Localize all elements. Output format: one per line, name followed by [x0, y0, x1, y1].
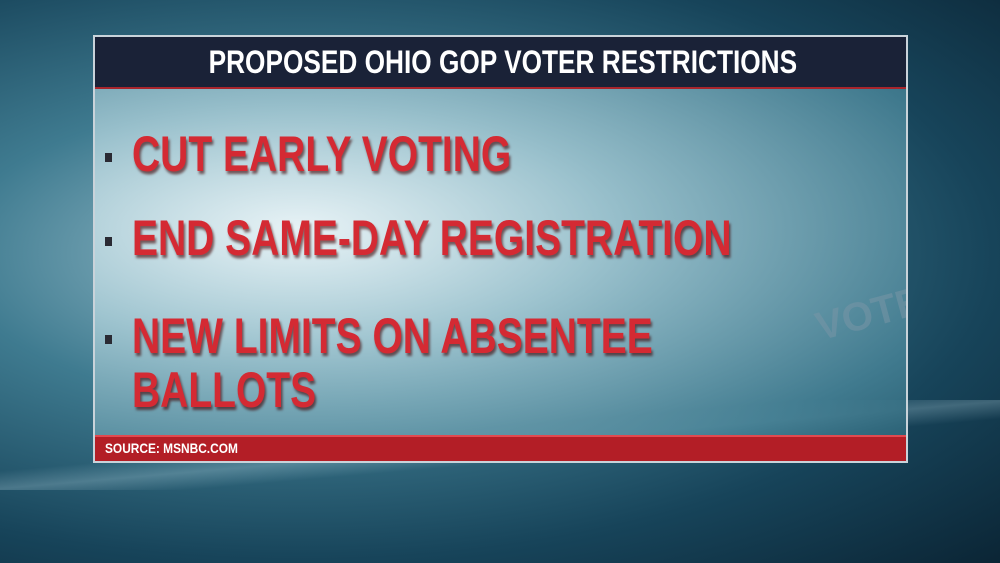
ballot-box-watermark: VOTE — [811, 278, 908, 350]
source-bar: SOURCE: MSNBC.COM — [95, 435, 906, 461]
bullet-text: END SAME-DAY REGISTRATION — [132, 210, 732, 266]
bullet-item: END SAME-DAY REGISTRATION — [105, 211, 901, 265]
bullet-icon — [105, 237, 112, 246]
bullet-text: NEW LIMITS ON ABSENTEE — [132, 308, 653, 364]
bullet-icon — [105, 153, 112, 162]
bullet-item: CUT EARLY VOTING — [105, 127, 618, 181]
graphic-header: PROPOSED OHIO GOP VOTER RESTRICTIONS — [95, 37, 906, 89]
source-text: SOURCE: MSNBC.COM — [105, 440, 238, 456]
bullet-text: CUT EARLY VOTING — [132, 126, 512, 182]
bullet-text-continued: BALLOTS — [132, 362, 317, 418]
graphic-title: PROPOSED OHIO GOP VOTER RESTRICTIONS — [208, 44, 798, 80]
graphic-panel: VOTE PROPOSED OHIO GOP VOTER RESTRICTION… — [93, 35, 908, 463]
bullet-icon — [105, 335, 112, 344]
bullet-item: NEW LIMITS ON ABSENTEE BALLOTS — [105, 309, 800, 417]
